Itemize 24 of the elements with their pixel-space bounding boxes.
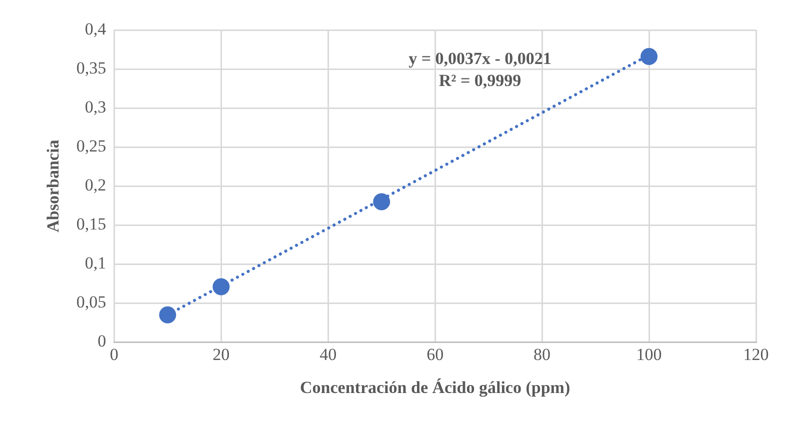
y-tick-label: 0,3 bbox=[84, 98, 106, 117]
y-tick-label: 0,2 bbox=[84, 176, 106, 195]
point bbox=[212, 278, 230, 296]
annotation: R² = 0,9999 bbox=[438, 71, 522, 90]
x-tick-label: 20 bbox=[212, 344, 230, 364]
x-tick-label: 60 bbox=[426, 344, 444, 364]
x-tick-label: 100 bbox=[636, 344, 662, 364]
point bbox=[373, 193, 390, 210]
x-tick-label: 40 bbox=[320, 344, 337, 364]
point bbox=[640, 48, 658, 66]
y-tick-label: 0,25 bbox=[76, 136, 106, 156]
y-tick-label: 0,1 bbox=[84, 254, 106, 273]
y-tick-label: 0,05 bbox=[76, 292, 106, 312]
x-tick-label: 120 bbox=[743, 344, 769, 364]
y-tick-label: 0,15 bbox=[76, 214, 106, 234]
x-tick-label: 0 bbox=[110, 344, 118, 364]
y-tick-label: 0,4 bbox=[84, 19, 107, 38]
x-tick-label: 80 bbox=[534, 344, 551, 364]
point bbox=[159, 306, 176, 324]
x-axis-title: Concentración de Ácido gálico (ppm) bbox=[300, 378, 570, 398]
y-axis-title: Absorbancia bbox=[44, 139, 63, 232]
y-tick-label: 0,35 bbox=[76, 58, 106, 78]
y-tick-label: 0 bbox=[98, 332, 106, 351]
annotation: y = 0,0037x - 0,0021 bbox=[408, 49, 552, 68]
